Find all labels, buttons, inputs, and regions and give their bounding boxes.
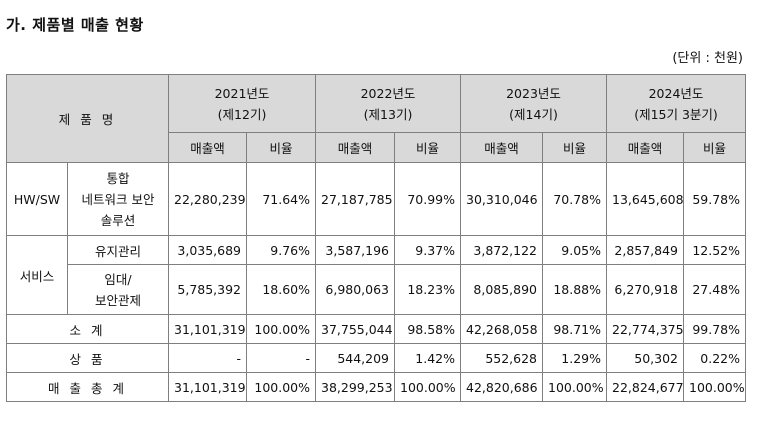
sales-cell: 31,101,319: [168, 314, 248, 344]
item-label-line: 보안관제: [95, 292, 142, 308]
sales-cell: 8,085,890: [460, 264, 544, 315]
period-label: (제13기): [363, 106, 413, 122]
sales-cell: 6,980,063: [315, 264, 396, 315]
ratio-header: 비율: [542, 132, 608, 163]
ratio-cell: 98.58%: [394, 314, 462, 344]
sales-cell: 22,774,375: [606, 314, 685, 344]
header-row-sub: 매출액 비율 매출액 비율 매출액 비율 매출액 비율: [7, 132, 747, 163]
sales-header: 매출액: [168, 132, 248, 163]
ratio-cell: 12.52%: [683, 235, 747, 265]
header-row-years: 제 품 명 2021년도 (제12기) 2022년도 (제13기) 2023년도…: [5, 74, 747, 163]
sales-cell: 3,035,689: [168, 235, 248, 265]
ratio-cell: 70.78%: [542, 162, 608, 236]
product-name-header: 제 품 명: [5, 74, 170, 163]
ratio-header: 비율: [246, 132, 317, 163]
sales-table: 제 품 명 2021년도 (제12기) 2022년도 (제13기) 2023년도…: [5, 74, 747, 402]
item-label-line: 네트워크 보안: [81, 191, 155, 207]
total-row: 매 출 총 계 31,101,319 100.00% 38,299,253 10…: [5, 372, 747, 402]
sales-cell: 38,299,253: [315, 372, 396, 402]
ratio-cell: 100.00%: [246, 314, 317, 344]
ratio-cell: 0.22%: [683, 343, 747, 373]
period-label: (제12기): [217, 106, 267, 122]
sales-cell: 3,587,196: [315, 235, 396, 265]
total-label: 매 출 총 계: [5, 372, 170, 402]
sales-cell: 31,101,319: [168, 372, 248, 402]
group-label: HW/SW: [6, 162, 68, 236]
sales-cell: 5,785,392: [168, 264, 248, 315]
ratio-cell: 99.78%: [683, 314, 747, 344]
sales-header: 매출액: [315, 132, 396, 163]
ratio-cell: 18.60%: [246, 264, 317, 315]
sales-cell: 2,857,849: [606, 235, 685, 265]
sales-header: 매출액: [460, 132, 544, 163]
ratio-cell: 70.99%: [394, 162, 462, 236]
sales-cell: 3,872,122: [460, 235, 544, 265]
item-label: 유지관리: [66, 235, 170, 265]
ratio-cell: 18.23%: [394, 264, 462, 315]
goods-label: 상 품: [5, 343, 170, 373]
year-header: 2021년도 (제12기): [168, 74, 317, 133]
sales-cell: 6,270,918: [606, 264, 685, 315]
sales-cell: -: [168, 343, 248, 373]
ratio-cell: 9.76%: [246, 235, 317, 265]
subtotal-label: 소 계: [5, 314, 170, 344]
ratio-cell: 18.88%: [542, 264, 608, 315]
ratio-cell: 59.78%: [683, 162, 747, 236]
sales-cell: 30,310,046: [460, 162, 544, 236]
ratio-cell: 9.37%: [394, 235, 462, 265]
ratio-header: 비율: [394, 132, 462, 163]
year-header: 2023년도 (제14기): [460, 74, 608, 133]
ratio-header: 비율: [683, 132, 747, 163]
sales-cell: 37,755,044: [315, 314, 396, 344]
group-label: 서비스: [6, 235, 68, 315]
year-header: 2022년도 (제13기): [315, 74, 462, 133]
period-label: (제15기 3분기): [634, 106, 718, 122]
sales-cell: 42,820,686: [460, 372, 544, 402]
item-label: 통합 네트워크 보안 솔루션: [66, 162, 170, 236]
sales-cell: 22,280,239: [168, 162, 248, 236]
sales-header: 매출액: [606, 132, 685, 163]
goods-row: 상 품 - - 544,209 1.42% 552,628 1.29% 50,3…: [5, 343, 747, 373]
item-label-line: 솔루션: [100, 212, 136, 228]
ratio-cell: 71.64%: [246, 162, 317, 236]
ratio-cell: 100.00%: [542, 372, 608, 402]
ratio-cell: 100.00%: [246, 372, 317, 402]
sales-cell: 22,824,677: [606, 372, 685, 402]
sales-cell: 42,268,058: [460, 314, 544, 344]
table-row: HW/SW 통합 네트워크 보안 솔루션 22,280,239 71.64% 2…: [6, 162, 747, 236]
subtotal-row: 소 계 31,101,319 100.00% 37,755,044 98.58%…: [5, 314, 747, 344]
ratio-cell: 1.29%: [542, 343, 608, 373]
ratio-cell: 100.00%: [394, 372, 462, 402]
period-label: (제14기): [509, 106, 558, 122]
year-label: 2021년도: [214, 85, 270, 101]
item-label-line: 임대/: [104, 271, 132, 287]
item-label-line: 통합: [106, 170, 130, 186]
sales-cell: 544,209: [315, 343, 396, 373]
unit-note: (단위 : 천원): [672, 51, 743, 66]
table-row: 임대/ 보안관제 5,785,392 18.60% 6,980,063 18.2…: [7, 264, 747, 315]
year-label: 2024년도: [648, 85, 704, 101]
year-label: 2023년도: [506, 85, 561, 101]
sales-cell: 50,302: [606, 343, 685, 373]
ratio-cell: 27.48%: [683, 264, 747, 315]
item-label: 임대/ 보안관제: [66, 264, 170, 315]
year-label: 2022년도: [360, 85, 416, 101]
ratio-cell: 9.05%: [542, 235, 608, 265]
ratio-cell: 100.00%: [683, 372, 747, 402]
sales-cell: 552,628: [460, 343, 544, 373]
table-row: 서비스 유지관리 3,035,689 9.76% 3,587,196 9.37%…: [6, 235, 747, 315]
ratio-cell: 98.71%: [542, 314, 608, 344]
ratio-cell: -: [246, 343, 317, 373]
ratio-cell: 1.42%: [394, 343, 462, 373]
year-header: 2024년도 (제15기 3분기): [606, 74, 747, 133]
sales-cell: 27,187,785: [315, 162, 396, 236]
section-heading: 가. 제품별 매출 현황: [6, 16, 144, 34]
sales-cell: 13,645,608: [606, 162, 685, 236]
